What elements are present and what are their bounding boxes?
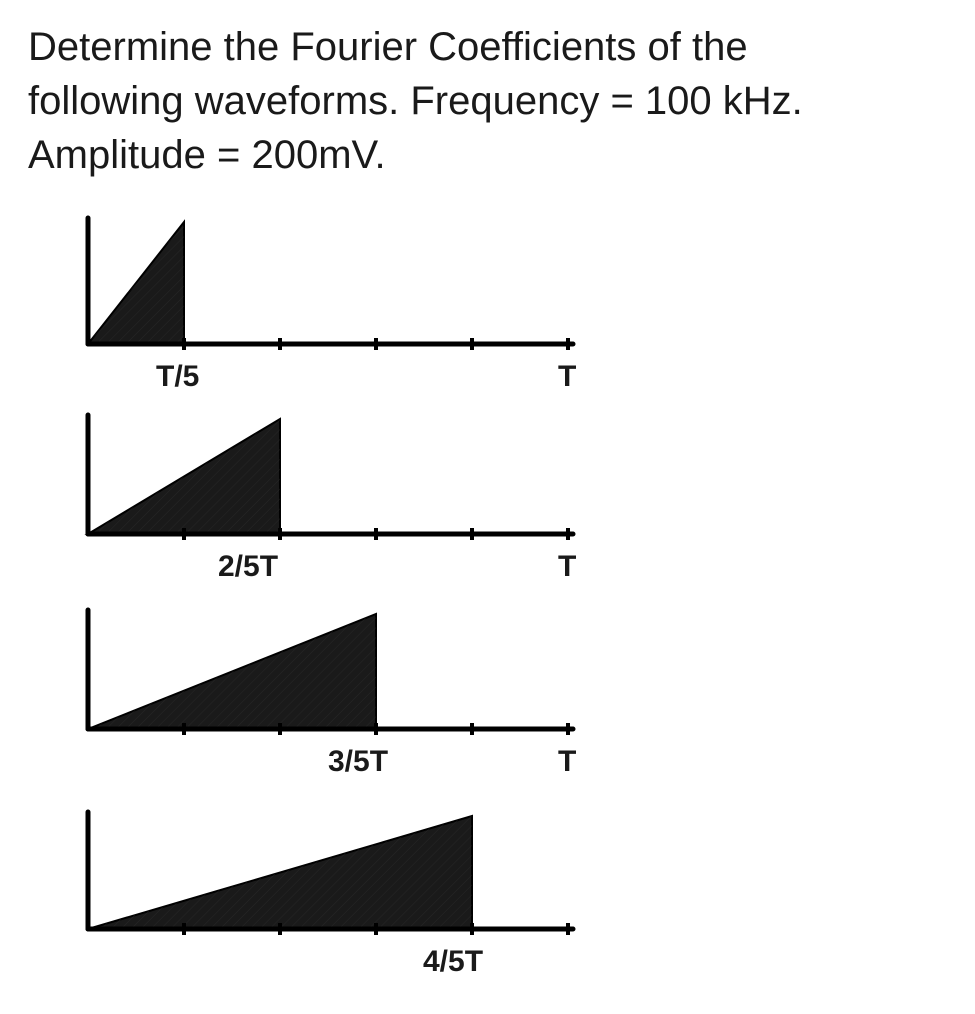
waveform-charts: T/5 T 2/5T T 3/5T T 4/5T [28, 214, 947, 994]
ramp-label: 3/5T [328, 745, 388, 778]
question-line-2: following waveforms. Frequency = 100 kHz… [28, 79, 803, 123]
ramp-label: 4/5T [423, 945, 483, 978]
ramp-label: T/5 [156, 360, 199, 393]
waveform-wave-1-5T: T/5 T [28, 214, 947, 404]
question-text: Determine the Fourier Coefficients of th… [28, 20, 947, 182]
period-label: T [558, 360, 576, 393]
question-line-1: Determine the Fourier Coefficients of th… [28, 25, 748, 69]
waveform-wave-3-5T: 3/5T T [28, 599, 947, 794]
waveform-wave-2-5T: 2/5T T [28, 404, 947, 599]
ramp-label: 2/5T [218, 550, 278, 583]
waveform-wave-4-5T: 4/5T [28, 794, 947, 994]
period-label: T [558, 745, 576, 778]
period-label: T [558, 550, 576, 583]
question-line-3: Amplitude = 200mV. [28, 133, 386, 177]
